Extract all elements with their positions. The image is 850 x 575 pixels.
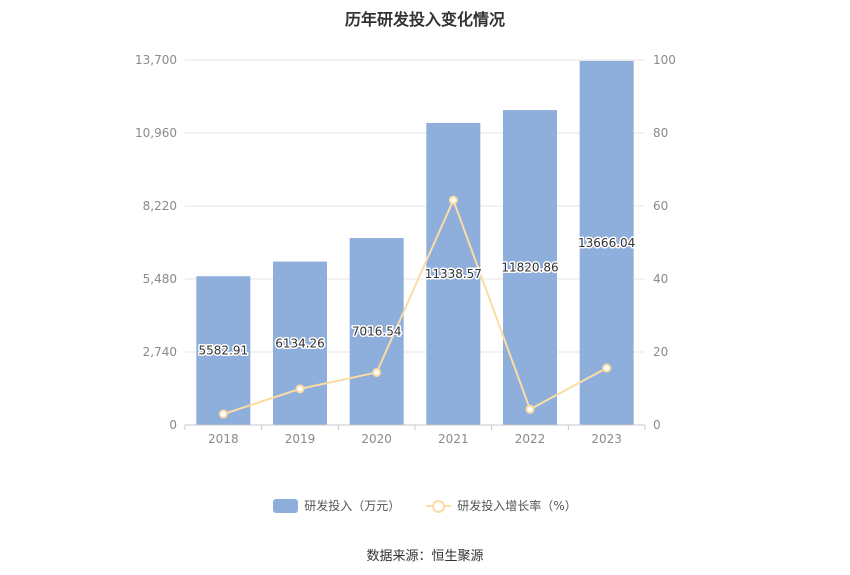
bar-data-label: 11820.86 [501,261,558,275]
bar [273,261,327,425]
bar-data-label: 11338.57 [425,267,482,281]
bar-data-label: 7016.54 [352,325,402,339]
bar-data-label: 13666.04 [578,236,635,250]
legend-item-growth-rate[interactable]: 研发投入增长率（%） [426,497,577,514]
y-right-tick-label: 80 [653,126,668,140]
growth-point [372,367,382,377]
y-right-tick-label: 60 [653,199,668,213]
x-tick-label: 2019 [285,432,316,446]
grid-lines [185,59,645,353]
bar-data-label: 6134.26 [275,336,325,350]
y-left-tick-label: 13,700 [135,53,177,67]
y-right-tick-label: 20 [653,345,668,359]
bar [503,110,557,425]
axes-group: 0 2,740 5,480 8,220 10,960 13,700 0 20 40 60 80 100… [135,53,676,446]
legend-bar-swatch [273,498,299,513]
growth-point [448,195,458,205]
growth-line [223,197,608,416]
y-left-tick-label: 8,220 [143,199,177,213]
y-left-tick-label: 5,480 [143,272,177,286]
x-tick-label: 2021 [438,432,469,446]
y-left-tick-label: 0 [169,418,177,432]
x-tick-label: 2020 [361,432,392,446]
legend: 研发投入（万元） 研发投入增长率（%） [0,497,850,514]
y-left-tick-label: 10,960 [135,126,177,140]
growth-line-group [218,195,612,419]
chart-title: 历年研发投入变化情况 [344,10,505,29]
x-tick-label: 2018 [208,432,239,446]
bar-data-label: 5582.91 [199,344,249,358]
source-note: 数据来源：恒生聚源 [366,549,484,564]
x-tick-label: 2023 [591,432,622,446]
bars-group [196,60,634,426]
legend-item-rd-investment[interactable]: 研发投入（万元） [273,497,400,514]
legend-label-rd-investment: 研发投入（万元） [304,499,401,513]
growth-point [218,409,228,419]
legend-line-swatch [426,499,452,513]
data-labels-group: 5582.91 6134.26 7016.54 11338.57 11820.86 136… [197,234,637,359]
x-tick-label: 2022 [515,432,546,446]
legend-label-growth-rate: 研发投入增长率（%） [457,499,577,513]
bar [426,122,481,426]
y-right-tick-label: 0 [653,418,661,432]
y-right-tick-label: 100 [653,53,676,67]
y-right-tick-label: 40 [653,272,668,286]
bar [196,276,251,425]
growth-point [602,363,612,373]
growth-point [295,384,305,394]
y-left-tick-label: 2,740 [143,345,177,359]
growth-point [525,404,535,414]
